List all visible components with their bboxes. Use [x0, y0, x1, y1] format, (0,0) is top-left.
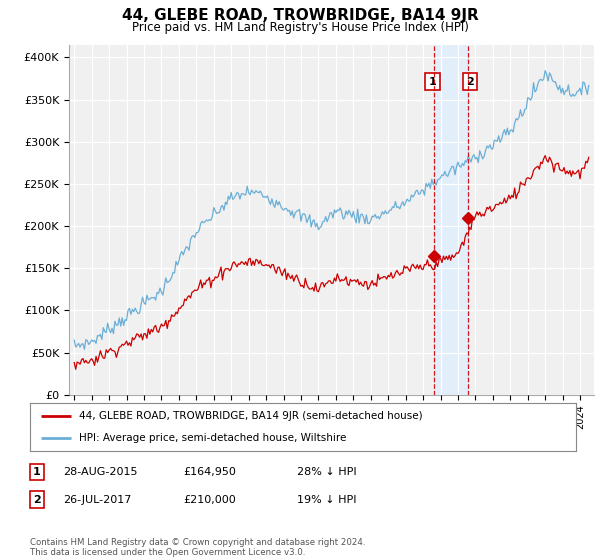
Text: 19% ↓ HPI: 19% ↓ HPI — [297, 494, 356, 505]
Text: HPI: Average price, semi-detached house, Wiltshire: HPI: Average price, semi-detached house,… — [79, 433, 347, 443]
Text: 44, GLEBE ROAD, TROWBRIDGE, BA14 9JR: 44, GLEBE ROAD, TROWBRIDGE, BA14 9JR — [122, 8, 478, 24]
Text: 28-AUG-2015: 28-AUG-2015 — [63, 467, 137, 477]
Text: 44, GLEBE ROAD, TROWBRIDGE, BA14 9JR (semi-detached house): 44, GLEBE ROAD, TROWBRIDGE, BA14 9JR (se… — [79, 411, 423, 421]
Text: Price paid vs. HM Land Registry's House Price Index (HPI): Price paid vs. HM Land Registry's House … — [131, 21, 469, 34]
Text: 1: 1 — [428, 77, 436, 87]
Text: £210,000: £210,000 — [183, 494, 236, 505]
Bar — [434, 45, 468, 395]
Text: Contains HM Land Registry data © Crown copyright and database right 2024.
This d: Contains HM Land Registry data © Crown c… — [30, 538, 365, 557]
Text: 2: 2 — [466, 77, 473, 87]
Text: 28% ↓ HPI: 28% ↓ HPI — [297, 467, 356, 477]
Text: 26-JUL-2017: 26-JUL-2017 — [63, 494, 131, 505]
Text: 1: 1 — [33, 467, 41, 477]
Text: 2: 2 — [33, 494, 41, 505]
Text: £164,950: £164,950 — [183, 467, 236, 477]
